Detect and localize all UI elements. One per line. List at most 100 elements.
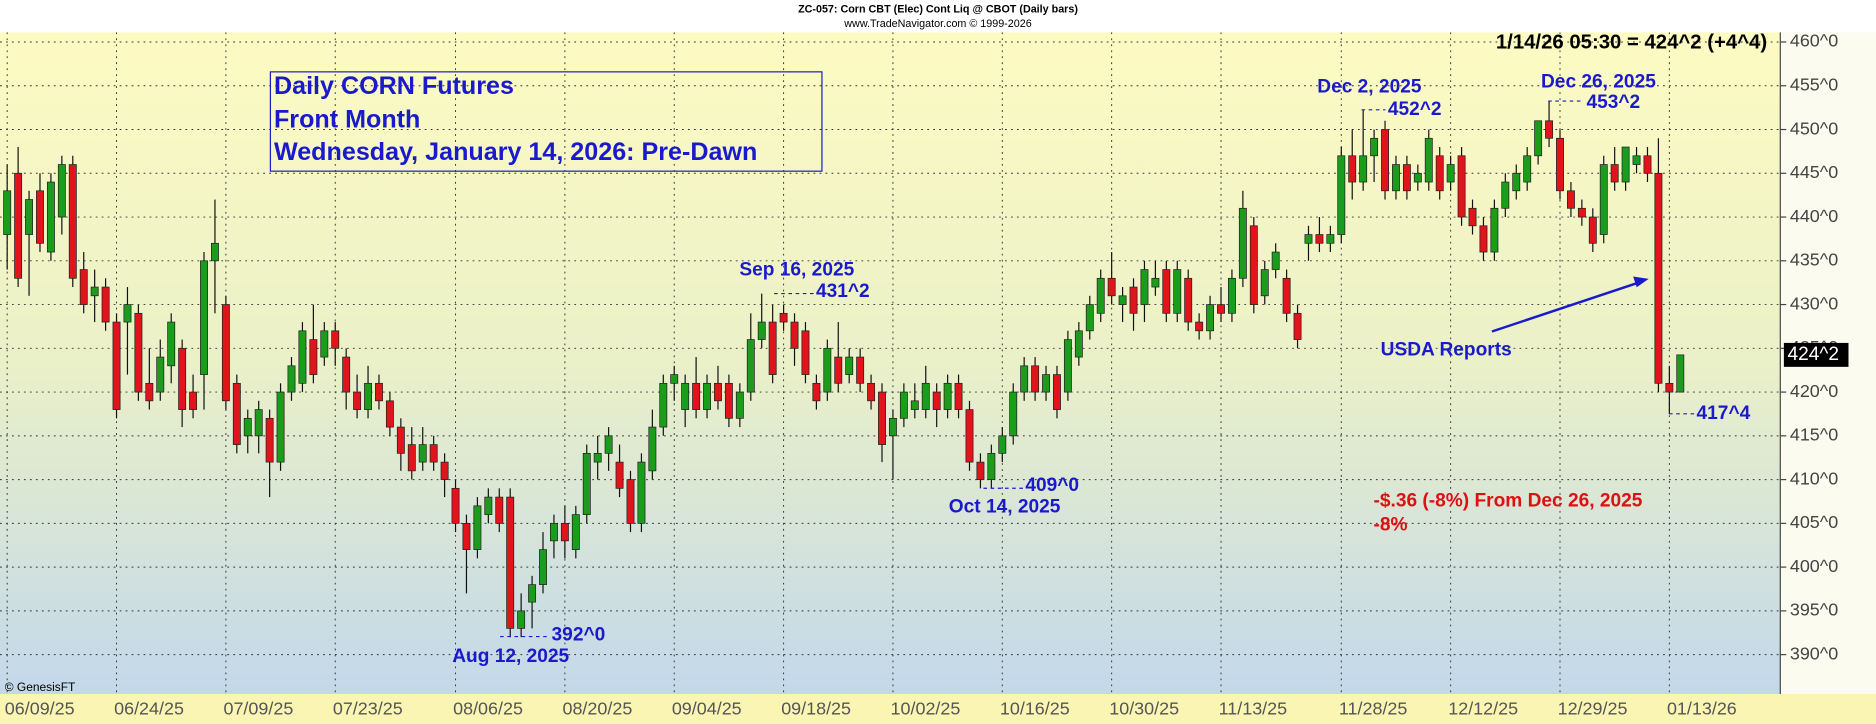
candle-body [232,382,241,445]
annotation: 453^2 [1586,92,1640,113]
candle-body [451,487,460,524]
candle-body [582,452,591,515]
candle-body [1468,207,1477,227]
candle-body [1566,190,1575,209]
candle-body [46,181,55,253]
candle-body [178,347,187,410]
candle-body [1020,365,1029,393]
candle-body [90,286,99,297]
x-tick-label: 11/28/25 [1339,698,1408,718]
candle-body [1370,137,1379,157]
y-tick-label: 390^0 [1790,643,1838,663]
x-tick-label: 10/30/25 [1109,698,1179,718]
candle-body [25,199,33,235]
candle-body [670,374,679,384]
candle-body [1413,172,1422,183]
last-price-label: 424^2 [1787,344,1839,365]
x-tick-label: 09/04/25 [672,698,742,718]
candle-body [1457,155,1466,218]
candle-body [243,417,252,437]
y-tick-label: 445^0 [1790,162,1838,182]
x-tick-label: 07/09/25 [223,698,293,718]
candle-body [200,260,208,375]
y-tick-label: 440^0 [1790,206,1838,226]
candle-body [1490,207,1499,253]
candle-body [145,382,154,402]
candle-body [921,382,930,410]
candle-body [167,321,176,367]
candle-body [429,444,438,463]
y-tick-label: 460^0 [1790,31,1838,51]
candle-body [265,417,274,463]
candle-body [1654,172,1663,384]
candle-body [757,321,766,340]
candle-body [1348,155,1357,183]
candle-body [878,391,886,445]
candle-body [1053,374,1061,410]
candle-body [1217,304,1225,314]
candle-body [703,382,711,410]
annotation: Dec 2, 2025 [1317,76,1422,97]
candle-body [801,330,810,375]
candle-body [1479,225,1488,253]
candle-body [714,382,722,402]
candle-body [965,409,974,463]
candle-body [1118,295,1127,305]
x-tick-label: 06/09/25 [5,698,75,718]
annotation: 417^4 [1697,403,1751,424]
candle-body [1337,155,1346,235]
candle-body [517,610,526,629]
candle-body [36,190,44,244]
candle-body [1031,365,1040,393]
candle-body [1271,251,1280,270]
x-tick-label: 01/13/26 [1667,698,1737,718]
candle-body [440,461,449,480]
candle-body [1107,277,1116,297]
candle-body [298,330,307,384]
candle-body [571,514,580,550]
candle-body [998,435,1007,454]
annotation: USDA Reports [1381,340,1512,361]
annotation: -$.36 (-8%) From Dec 26, 2025 [1374,490,1643,511]
candle-body [1173,269,1182,314]
candle-body [156,356,165,393]
candle-body [867,382,876,402]
x-tick-label: 10/02/25 [891,698,961,718]
candle-body [134,312,143,393]
candle-body [1206,304,1215,332]
candle-body [724,382,733,419]
candle-body [1512,172,1521,192]
annotation: Aug 12, 2025 [452,646,569,667]
candle-body [539,549,547,585]
y-tick-label: 420^0 [1790,381,1838,401]
candle-body [353,391,362,410]
candle-body [276,391,285,463]
candle-body [932,391,941,410]
candle-body [1129,286,1138,314]
candle-body [746,339,755,393]
candle-body [506,496,515,629]
candle-body [681,382,690,410]
x-tick-label: 10/16/25 [1000,698,1070,718]
candle-body [68,164,77,279]
candle-body [1577,207,1586,218]
candle-body [615,461,624,489]
candle-body [418,444,427,463]
x-tick-label: 12/12/25 [1448,698,1518,718]
candle-body [779,312,788,323]
annotation: Oct 14, 2025 [949,496,1061,517]
candle-body [3,190,12,235]
candle-body [1074,330,1083,358]
candle-body [1610,164,1619,183]
candle-body [1085,304,1094,332]
candle-body [528,584,537,603]
header-line: www.TradeNavigator.com © 1999-2026 [843,18,1031,30]
candle-body [1249,225,1258,305]
date-axis-area [0,694,1876,724]
x-tick-label: 12/29/25 [1558,698,1628,718]
candle-body [342,356,351,393]
candle-body [954,382,963,410]
arrow-head [1633,276,1649,288]
y-tick-label: 435^0 [1790,250,1838,270]
